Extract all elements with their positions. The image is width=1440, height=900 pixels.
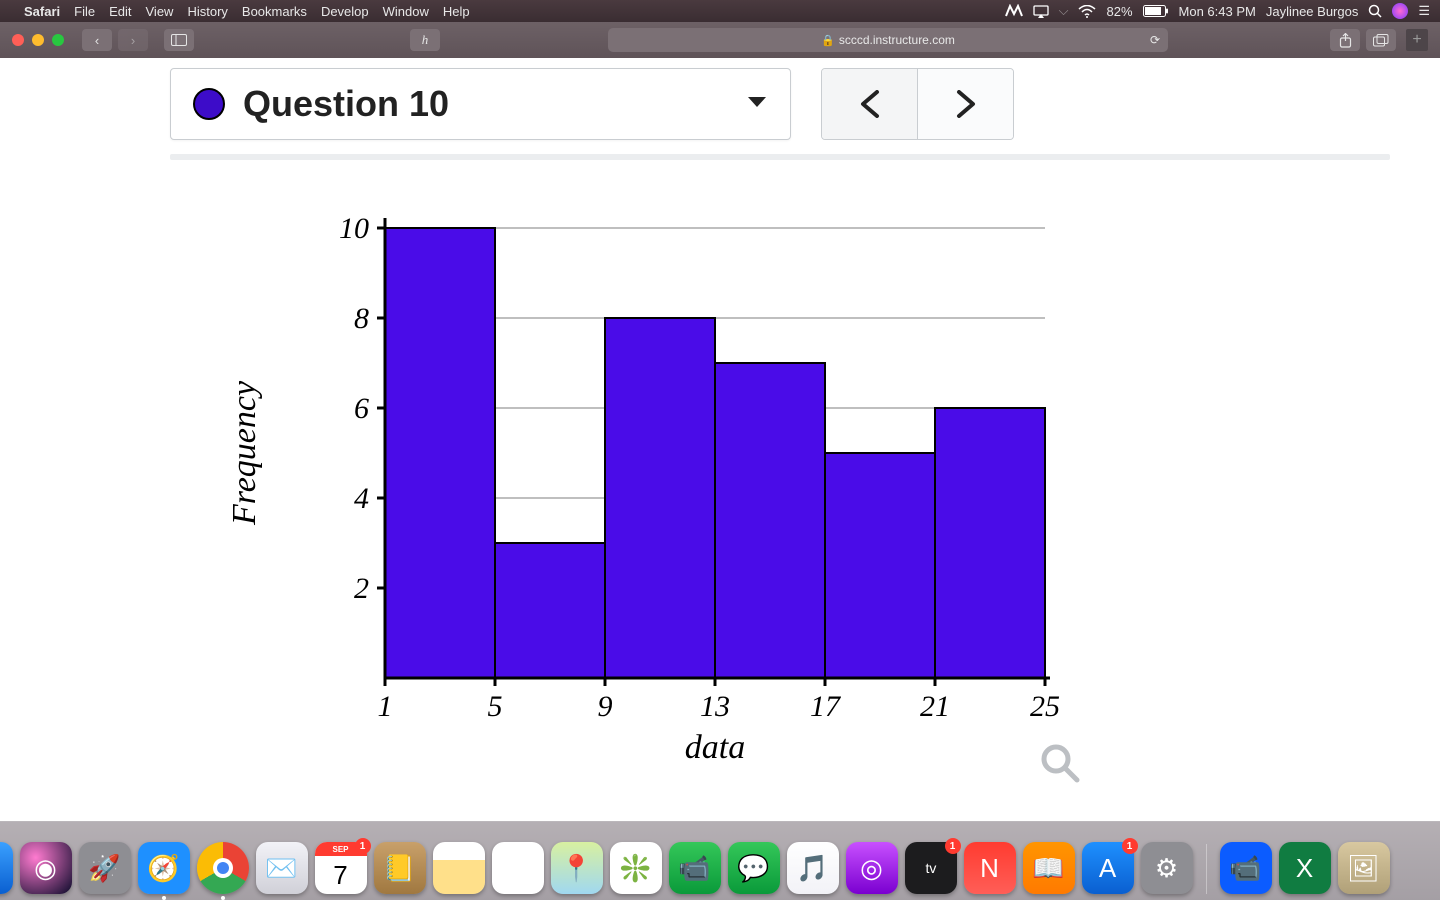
battery-icon[interactable] [1143, 5, 1169, 17]
dock-facetime-icon[interactable]: 📹 [669, 842, 721, 894]
sidebar-button[interactable] [164, 29, 194, 51]
menu-window[interactable]: Window [383, 4, 429, 19]
dock-photos-icon[interactable]: ❇️ [610, 842, 662, 894]
menu-bookmarks[interactable]: Bookmarks [242, 4, 307, 19]
svg-text:17: 17 [810, 690, 842, 723]
dock-siri-icon[interactable]: ◉ [20, 842, 72, 894]
dock-excel-icon[interactable]: X [1279, 842, 1331, 894]
svg-text:21: 21 [920, 690, 950, 723]
svg-text:2: 2 [354, 572, 369, 605]
dock-contacts-icon[interactable]: 📒 [374, 842, 426, 894]
chevron-down-icon [746, 95, 768, 114]
histogram-chart: 2 4 6 8 10 1 5 9 13 17 21 25 data Frequency [215, 188, 1095, 803]
svg-text:13: 13 [700, 690, 730, 723]
dock: 🙂◉🚀🧭✉️SEP71📒▤📍❇️📹💬🎵◎tv1N📖A1⚙︎📹X🖼 [0, 817, 1440, 900]
close-window-button[interactable] [12, 34, 24, 46]
dock-news-icon[interactable]: N [964, 842, 1016, 894]
spotlight-icon[interactable] [1368, 4, 1382, 18]
dock-podcasts-icon[interactable]: ◎ [846, 842, 898, 894]
bluetooth-icon[interactable]: ⌵ [1059, 3, 1069, 19]
svg-text:6: 6 [354, 392, 369, 425]
lock-icon: 🔒 [821, 34, 835, 47]
new-tab-button[interactable]: + [1406, 29, 1428, 51]
dock-appletv-icon[interactable]: tv1 [905, 842, 957, 894]
url-text: scccd.instructure.com [839, 33, 955, 47]
address-bar[interactable]: 🔒 scccd.instructure.com ⟳ [608, 28, 1168, 52]
dock-notes-icon[interactable] [433, 842, 485, 894]
user-name[interactable]: Jaylinee Burgos [1266, 4, 1359, 19]
dock-maps-icon[interactable]: 📍 [551, 842, 603, 894]
dock-zoom-icon[interactable]: 📹 [1220, 842, 1272, 894]
dock-reminders-icon[interactable]: ▤ [492, 842, 544, 894]
chart-svg: 2 4 6 8 10 1 5 9 13 17 21 25 data Frequency [215, 188, 1095, 798]
next-question-button[interactable] [917, 69, 1013, 139]
window-controls [12, 34, 64, 46]
svg-text:4: 4 [354, 482, 369, 515]
dock-settings-icon[interactable]: ⚙︎ [1141, 842, 1193, 894]
app-name[interactable]: Safari [24, 4, 60, 19]
back-button[interactable]: ‹ [82, 29, 112, 51]
prev-question-button[interactable] [822, 69, 917, 139]
dock-chrome-icon[interactable] [197, 842, 249, 894]
airplay-icon[interactable] [1033, 5, 1049, 18]
reload-icon[interactable]: ⟳ [1150, 33, 1160, 47]
malwarebytes-icon[interactable] [1005, 4, 1023, 18]
menu-help[interactable]: Help [443, 4, 470, 19]
dock-calendar-icon[interactable]: SEP71 [315, 842, 367, 894]
dock-finder-icon[interactable]: 🙂 [0, 842, 13, 894]
svg-text:Frequency: Frequency [226, 380, 263, 526]
dock-preview-doc-icon[interactable]: 🖼 [1338, 842, 1390, 894]
svg-text:25: 25 [1030, 690, 1060, 723]
fullscreen-window-button[interactable] [52, 34, 64, 46]
svg-text:9: 9 [598, 690, 613, 723]
svg-text:data: data [685, 729, 745, 766]
wifi-icon[interactable] [1078, 5, 1096, 18]
svg-text:5: 5 [488, 690, 503, 723]
clock[interactable]: Mon 6:43 PM [1179, 4, 1256, 19]
zoom-icon[interactable] [1040, 743, 1080, 788]
page-content: Question 10 2 4 6 8 10 1 5 9 13 17 21 25 data Frequen… [0, 58, 1440, 817]
battery-percent: 82% [1106, 4, 1132, 19]
menu-develop[interactable]: Develop [321, 4, 369, 19]
dock-mail-icon[interactable]: ✉️ [256, 842, 308, 894]
question-label: Question 10 [243, 83, 449, 125]
tabs-button[interactable] [1366, 29, 1396, 51]
question-status-dot-icon [193, 88, 225, 120]
dock-separator [1206, 844, 1207, 894]
share-button[interactable] [1330, 29, 1360, 51]
menu-view[interactable]: View [146, 4, 174, 19]
safari-toolbar: ‹ › h 🔒 scccd.instructure.com ⟳ + [0, 22, 1440, 58]
dock-messages-icon[interactable]: 💬 [728, 842, 780, 894]
svg-text:8: 8 [354, 302, 369, 335]
dock-music-icon[interactable]: 🎵 [787, 842, 839, 894]
menu-history[interactable]: History [187, 4, 227, 19]
dock-launchpad-icon[interactable]: 🚀 [79, 842, 131, 894]
dock-trash-icon[interactable] [1434, 842, 1440, 894]
menu-extras-icon[interactable]: ☰ [1418, 3, 1430, 19]
svg-text:1: 1 [378, 690, 393, 723]
divider [170, 154, 1390, 160]
honorlock-ext-icon[interactable]: h [410, 29, 440, 51]
svg-text:10: 10 [339, 212, 369, 245]
menu-file[interactable]: File [74, 4, 95, 19]
dock-books-icon[interactable]: 📖 [1023, 842, 1075, 894]
question-selector-dropdown[interactable]: Question 10 [170, 68, 791, 140]
menu-edit[interactable]: Edit [109, 4, 131, 19]
control-center-icon[interactable] [1392, 3, 1408, 19]
dock-safari-icon[interactable]: 🧭 [138, 842, 190, 894]
forward-button[interactable]: › [118, 29, 148, 51]
macos-menubar: Safari File Edit View History Bookmarks … [0, 0, 1440, 22]
dock-appstore-icon[interactable]: A1 [1082, 842, 1134, 894]
minimize-window-button[interactable] [32, 34, 44, 46]
question-nav [821, 68, 1014, 140]
